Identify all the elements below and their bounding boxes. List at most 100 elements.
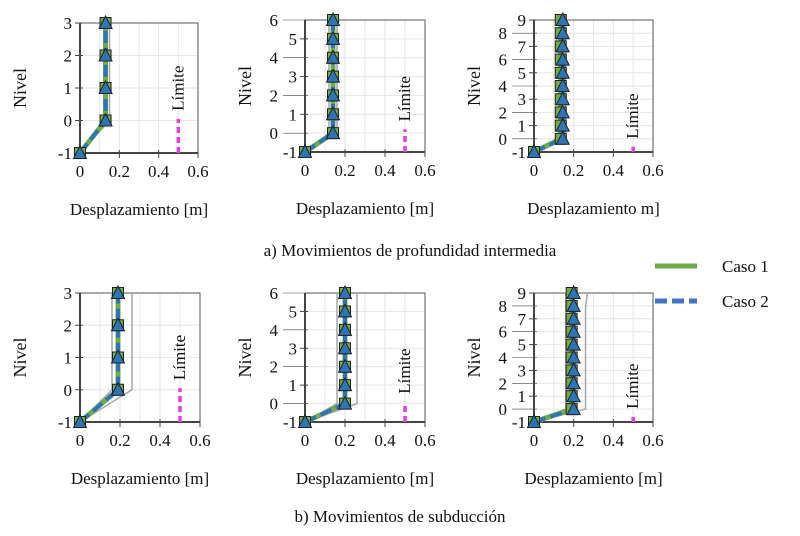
y-tick-label: 2 <box>270 86 279 105</box>
x-tick-label: 0.4 <box>148 162 170 181</box>
caso-2-marker <box>555 25 571 40</box>
y-tick-label: -1 <box>58 413 72 432</box>
x-axis-label: Desplazamiento [m] <box>524 469 662 488</box>
x-tick-label: 0.6 <box>189 431 210 450</box>
y-tick-label: 6 <box>270 11 279 30</box>
y-tick-label: 1 <box>289 105 298 124</box>
caption-b: b) Movimientos de subducción <box>294 507 506 526</box>
caso-2-marker <box>325 11 341 26</box>
x-tick-label: 0.6 <box>642 431 663 450</box>
x-axis-label: Desplazamiento [m] <box>71 469 209 488</box>
y-tick-label: 7 <box>518 310 527 329</box>
y-tick-label: 3 <box>289 339 298 358</box>
caso-2-marker <box>555 38 571 53</box>
y-tick-label: 2 <box>64 47 73 66</box>
limit-label: Límite <box>395 348 414 393</box>
caso-2-marker <box>325 49 341 64</box>
y-tick-label: -1 <box>283 413 297 432</box>
x-tick-label: 0.6 <box>414 431 435 450</box>
y-tick-label: 5 <box>289 30 298 49</box>
x-tick-label: 0.6 <box>187 162 208 181</box>
x-tick-label: 0.4 <box>374 161 396 180</box>
y-tick-label: 4 <box>499 349 508 368</box>
envelope-max-line <box>304 293 358 423</box>
caso-2-marker <box>325 106 341 121</box>
caso-2-marker <box>555 64 571 79</box>
caso-2-marker <box>337 340 353 355</box>
caso-2-marker <box>566 375 581 390</box>
limit-label: Límite <box>168 66 187 111</box>
caso-2-marker <box>566 401 581 416</box>
caso-2-marker <box>325 30 341 45</box>
caso-2-marker <box>98 47 113 62</box>
envelope-max-line <box>533 292 589 423</box>
y-tick-label: 0 <box>64 112 73 131</box>
caso-2-marker <box>555 104 571 119</box>
y-axis-label: Nivel <box>235 338 255 378</box>
y-tick-label: 1 <box>518 387 527 406</box>
x-axis-label: Desplazamiento [m] <box>296 469 434 488</box>
caso-2-marker <box>566 388 581 403</box>
series-caso-2-line <box>78 293 120 424</box>
y-tick-label: 0 <box>499 130 508 149</box>
y-tick-label: 6 <box>499 323 508 342</box>
caso-2-marker <box>110 349 126 364</box>
limit-label: Límite <box>170 335 189 380</box>
caso-2-marker <box>110 284 126 299</box>
caso-2-marker <box>555 11 571 26</box>
y-tick-label: -1 <box>58 144 72 163</box>
y-tick-label: 3 <box>64 284 73 303</box>
caso-2-marker <box>337 395 353 410</box>
y-tick-label: 2 <box>499 374 508 393</box>
caso-2-marker <box>98 79 113 94</box>
legend-label-caso-1: Caso 1 <box>722 257 769 276</box>
y-tick-label: 3 <box>289 68 298 87</box>
x-tick-label: 0 <box>301 431 310 450</box>
limit-label: Límite <box>395 76 414 121</box>
caso-2-marker <box>337 321 353 336</box>
y-tick-label: 2 <box>270 358 279 377</box>
series-caso-2-line <box>304 293 347 424</box>
caso-2-marker <box>337 303 353 318</box>
y-axis-label: Nivel <box>10 338 30 378</box>
x-tick-label: 0.2 <box>109 162 130 181</box>
y-axis-label: Nivel <box>10 68 30 108</box>
caso-2-marker <box>337 284 353 299</box>
y-tick-label: -1 <box>283 143 297 162</box>
x-tick-label: 0.4 <box>374 431 396 450</box>
y-axis-label: Nivel <box>235 66 255 106</box>
y-tick-label: 7 <box>518 37 527 56</box>
y-tick-label: 5 <box>289 302 298 321</box>
y-axis-label: Nivel <box>464 66 484 106</box>
caso-2-marker <box>72 144 88 159</box>
caso-2-marker <box>555 51 571 66</box>
y-tick-label: 6 <box>499 51 508 70</box>
caso-2-marker <box>555 77 571 92</box>
caso-2-marker <box>566 323 581 338</box>
y-tick-label: 0 <box>499 400 508 419</box>
caso-2-marker <box>555 91 571 106</box>
caso-2-marker <box>337 358 353 373</box>
caso-2-marker <box>566 297 581 312</box>
y-tick-label: 0 <box>270 395 279 414</box>
x-tick-label: 0 <box>76 162 85 181</box>
caso-2-marker <box>555 130 571 145</box>
caso-2-marker <box>110 381 126 396</box>
y-tick-label: 8 <box>499 297 508 316</box>
y-tick-label: 0 <box>64 381 73 400</box>
x-tick-label: 0.2 <box>334 161 355 180</box>
y-tick-label: 3 <box>64 14 73 33</box>
x-tick-label: 0.2 <box>563 431 584 450</box>
legend-label-caso-2: Caso 2 <box>722 292 769 311</box>
x-tick-label: 0 <box>530 161 539 180</box>
caso-2-marker <box>110 317 126 332</box>
caso-2-marker <box>297 143 313 158</box>
y-tick-label: 4 <box>270 49 279 68</box>
caso-2-marker <box>325 125 341 140</box>
y-tick-label: 9 <box>518 11 527 30</box>
